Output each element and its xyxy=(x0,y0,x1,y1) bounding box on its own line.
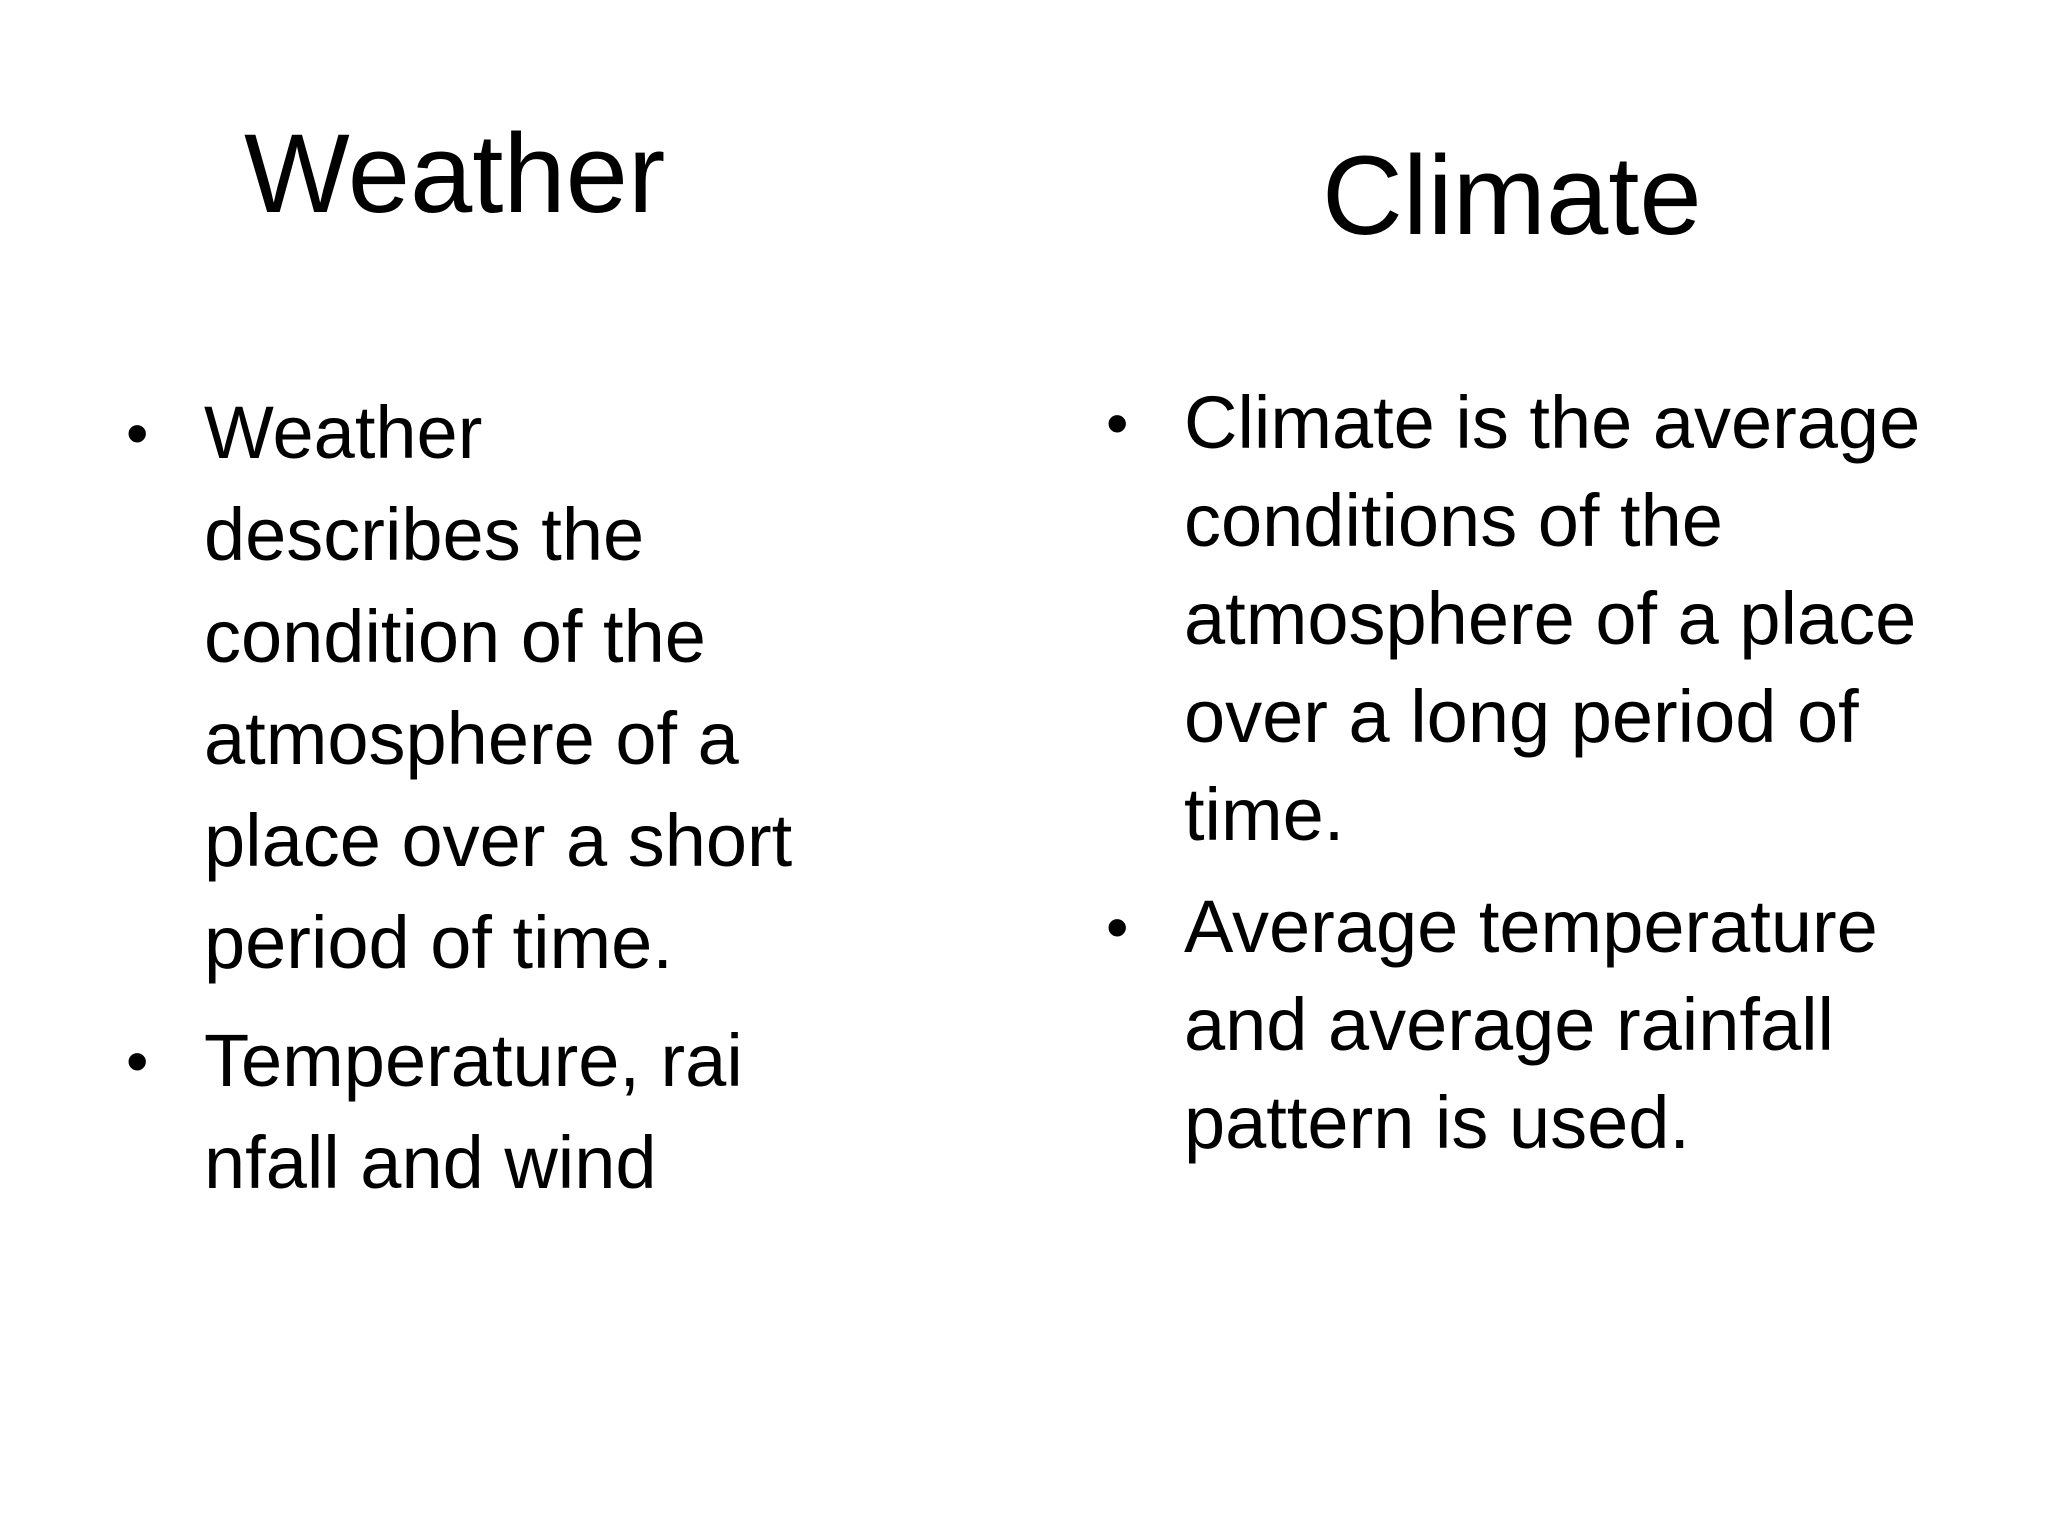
bullet-icon: • xyxy=(1106,891,1129,963)
climate-bullet-factors-text: Average temperature and average rainfall… xyxy=(1184,885,1878,1164)
climate-bullet-list: • Climate is the average conditions of t… xyxy=(1104,374,1984,1172)
climate-bullet-definition-text: Climate is the average conditions of the… xyxy=(1184,381,1921,856)
bullet-icon: • xyxy=(1106,387,1129,459)
climate-bullet-definition: • Climate is the average conditions of t… xyxy=(1104,374,1984,864)
weather-bullet-list: • Weather describes the condition of the… xyxy=(124,382,804,1214)
weather-bullet-definition-text: Weather describes the condition of the a… xyxy=(204,391,793,984)
climate-bullet-factors: • Average temperature and average rainfa… xyxy=(1104,878,1984,1172)
weather-bullet-factors: • Temperature, rai nfall and wind xyxy=(124,1010,804,1214)
bullet-icon: • xyxy=(126,1025,149,1097)
weather-title: Weather xyxy=(244,111,666,236)
climate-title: Climate xyxy=(1322,133,1702,258)
weather-bullet-factors-text: Temperature, rai nfall and wind xyxy=(204,1019,743,1204)
weather-bullet-definition: • Weather describes the condition of the… xyxy=(124,382,804,994)
bullet-icon: • xyxy=(126,397,149,469)
